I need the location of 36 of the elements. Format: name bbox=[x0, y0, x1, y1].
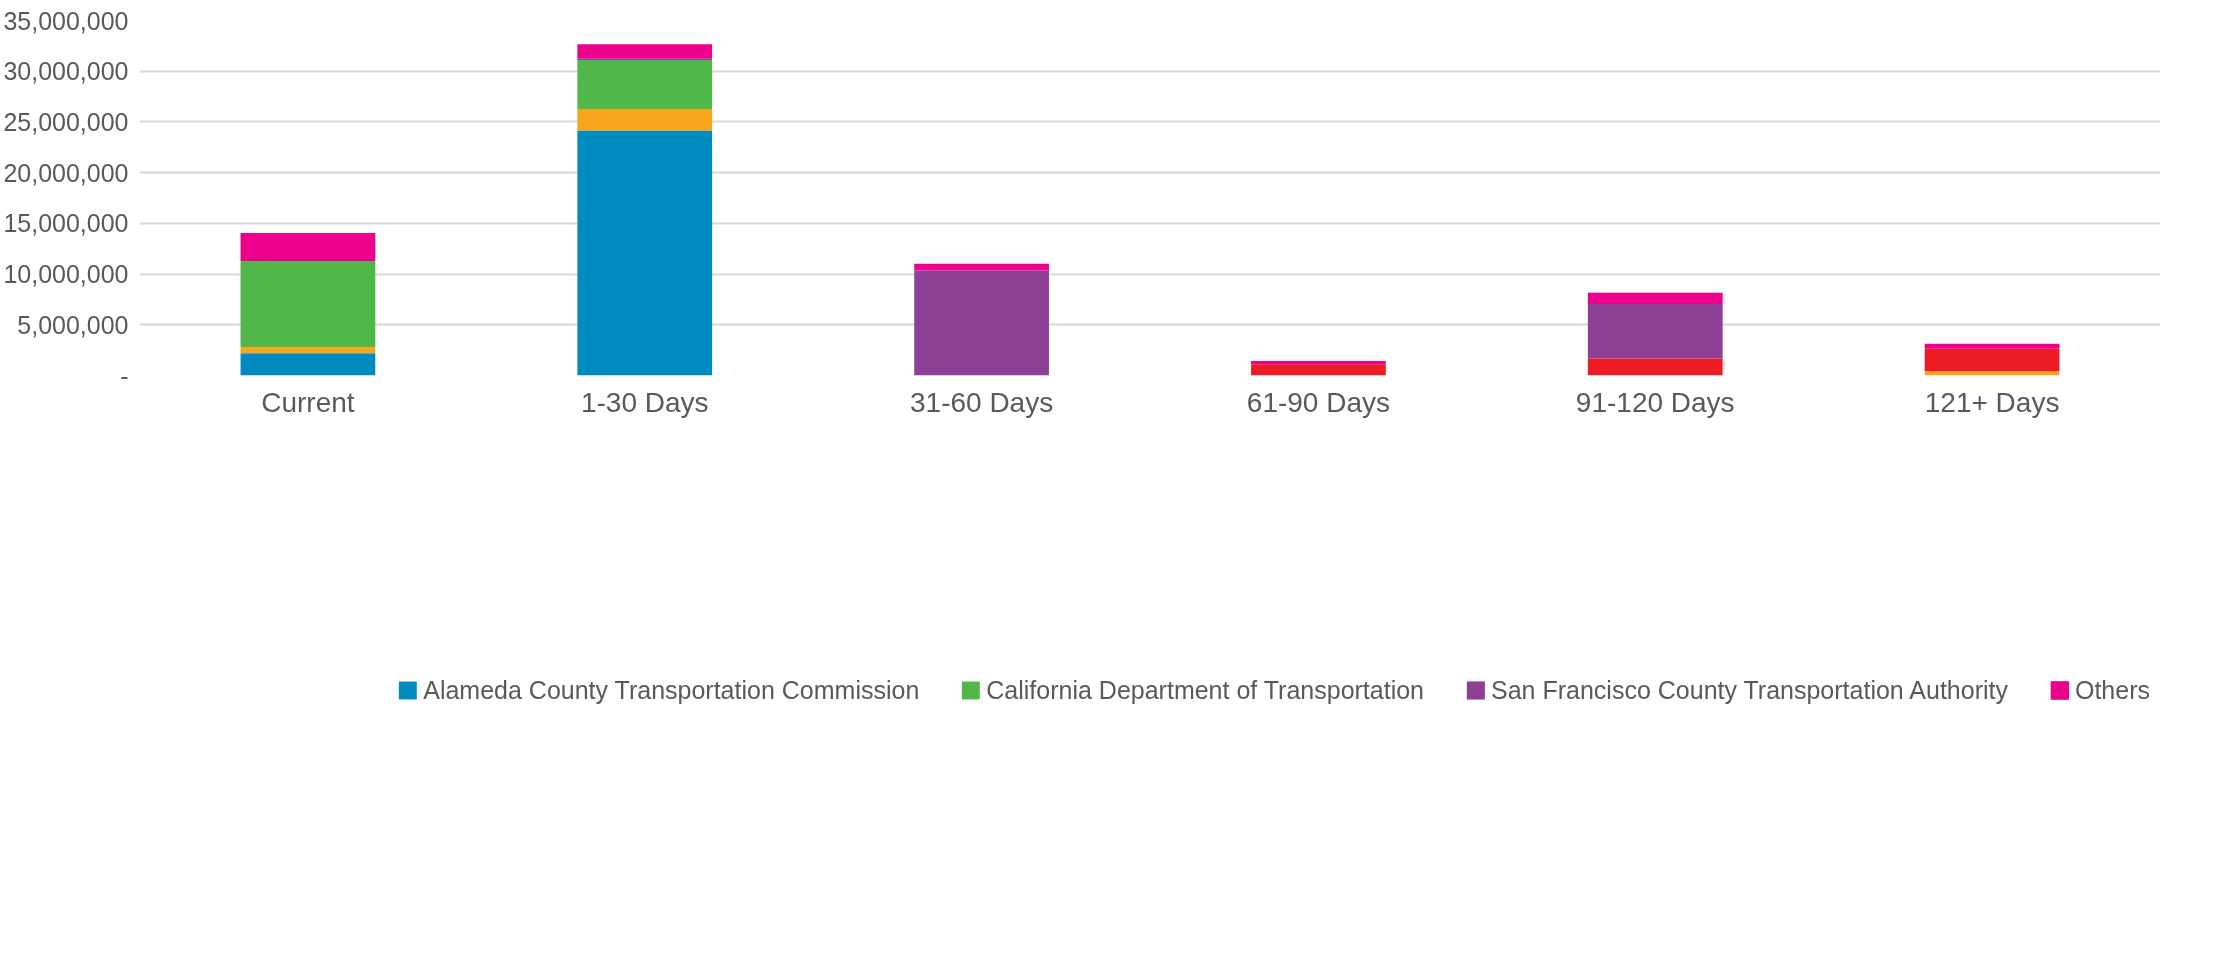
legend-label: Alameda County Transportation Commission bbox=[423, 675, 920, 705]
bar bbox=[1924, 343, 2060, 349]
y-tick-label: 5,000,000 bbox=[17, 310, 129, 339]
bar bbox=[577, 44, 713, 59]
bar bbox=[240, 232, 376, 261]
bar bbox=[240, 353, 376, 376]
y-tick-label: 15,000,000 bbox=[3, 209, 129, 238]
y-tick-label: - bbox=[120, 361, 129, 390]
x-tick-label: 31-60 Days bbox=[909, 386, 1054, 418]
x-tick-label: 91-120 Days bbox=[1575, 386, 1735, 418]
bar bbox=[1924, 348, 2060, 372]
bar bbox=[240, 347, 376, 354]
y-tick-label: 25,000,000 bbox=[3, 107, 129, 136]
bar bbox=[1587, 304, 1723, 359]
bar bbox=[577, 109, 713, 131]
bar bbox=[1924, 371, 2060, 376]
legend-label: Others bbox=[2074, 675, 2150, 705]
x-tick-label: 61-90 Days bbox=[1246, 386, 1391, 418]
bar bbox=[1251, 364, 1386, 376]
y-tick-label: 10,000,000 bbox=[3, 260, 129, 289]
x-tick-label: Current bbox=[261, 386, 355, 418]
x-tick-label: 1-30 Days bbox=[580, 386, 709, 418]
bar bbox=[577, 59, 713, 110]
bar bbox=[1587, 292, 1723, 305]
y-tick-label: 20,000,000 bbox=[3, 158, 129, 187]
bar bbox=[914, 270, 1049, 376]
legend-label: California Department of Transportation bbox=[986, 675, 1425, 705]
bar bbox=[1251, 361, 1386, 365]
legend-label: San Francisco County Transportation Authority bbox=[1491, 675, 2008, 705]
y-tick-label: 35,000,000 bbox=[3, 6, 129, 35]
bar bbox=[577, 130, 713, 376]
bar bbox=[914, 263, 1049, 271]
bar bbox=[240, 260, 376, 348]
x-tick-label: 121+ Days bbox=[1924, 386, 2060, 418]
y-tick-label: 30,000,000 bbox=[3, 57, 129, 86]
bar bbox=[1587, 358, 1723, 376]
